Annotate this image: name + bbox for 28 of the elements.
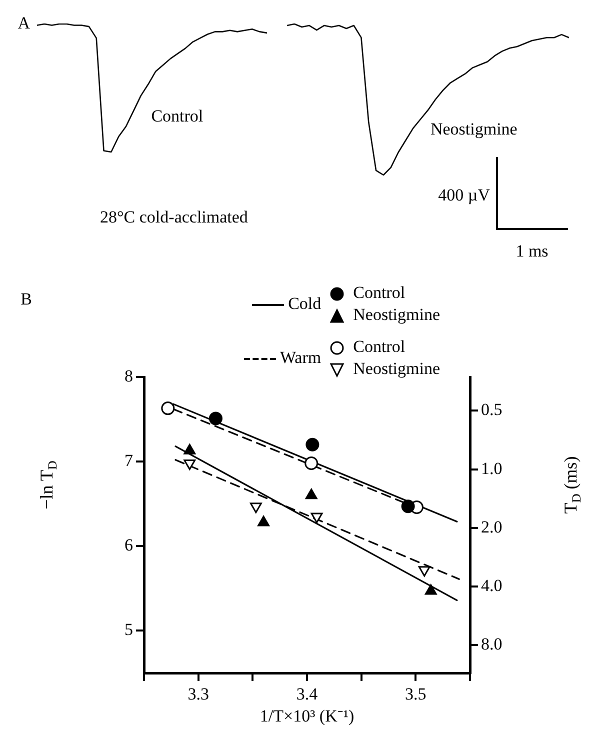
text: 400 µV	[438, 185, 491, 204]
text: 1 ms	[516, 241, 548, 260]
y-tick-label: 7	[124, 451, 134, 470]
legend-label: Warm	[280, 348, 322, 367]
text: 28°C cold-acclimated	[100, 207, 248, 226]
chart-title: B	[20, 289, 32, 308]
y-tick-label: 6	[124, 536, 133, 555]
y2-axis-title: TD (ms)	[560, 456, 584, 514]
x-tick-label: 3.5	[405, 684, 426, 704]
y2-tick-label: 4.0	[481, 576, 502, 596]
chart-title: A	[18, 13, 31, 32]
legend-label: Cold	[288, 294, 322, 313]
legend-label: Control	[352, 282, 406, 304]
series-label: Neostigmine	[430, 119, 518, 138]
y2-tick-label: 1.0	[481, 458, 502, 478]
legend-label: Control	[352, 336, 406, 358]
x-tick-label: 3.4	[296, 684, 318, 704]
y2-tick-label: 0.5	[481, 400, 502, 420]
y-tick-label: 5	[124, 620, 133, 640]
legend-label: Neostigmine	[352, 304, 442, 326]
y2-tick-label: 8.0	[481, 634, 502, 654]
x-tick-label: 3.3	[188, 684, 209, 704]
series-label: Control	[151, 106, 204, 126]
legend-label: Neostigmine	[352, 358, 442, 380]
y-axis-title: −ln TD	[36, 460, 60, 510]
x-axis-title: 1/T×10³ (K⁻¹)	[260, 706, 354, 726]
y2-tick-label: 2.0	[481, 517, 502, 536]
y-tick-label: 8	[124, 366, 133, 386]
